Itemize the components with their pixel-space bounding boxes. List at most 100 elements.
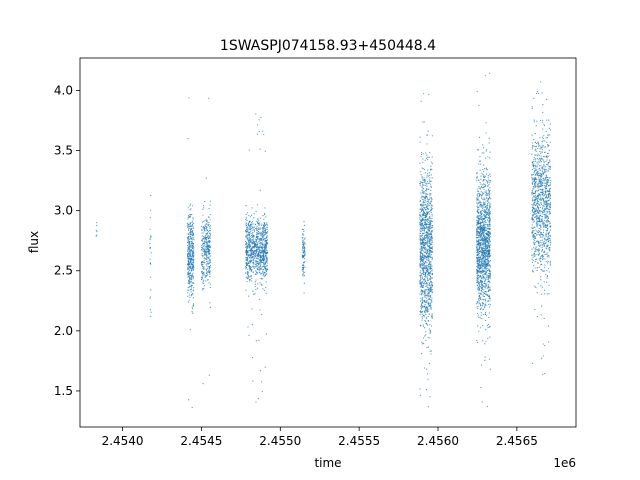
data-point [259,273,261,275]
data-point [266,242,269,244]
data-point [191,278,193,281]
data-point [483,270,485,272]
data-point [201,244,203,247]
data-point [431,315,433,317]
data-point [265,227,267,229]
data-point [484,210,486,212]
data-point [540,202,542,204]
data-point [546,159,548,161]
data-point [430,281,432,283]
data-point [421,235,423,237]
data-point [489,288,491,290]
data-point [257,268,259,271]
data-point [253,263,255,265]
data-point [245,246,247,248]
data-point [476,177,478,179]
data-point [424,220,426,222]
data-point [486,212,488,214]
data-point [487,156,489,158]
data-point [480,245,482,247]
data-point [202,266,205,268]
data-point [420,276,422,279]
data-point [202,383,204,385]
data-point [477,196,479,198]
data-point [246,235,248,237]
data-point [536,211,539,213]
data-point [484,267,486,269]
data-point [533,163,535,165]
data-point [429,225,431,227]
data-point [430,233,432,235]
data-point [429,194,431,196]
data-point [265,244,267,246]
data-point [424,283,426,285]
data-point [531,248,533,250]
point-cluster-season-6 [419,93,434,408]
data-point [203,262,205,264]
data-point [249,269,251,271]
data-point [149,217,151,219]
data-point [483,227,485,230]
data-point [484,313,486,315]
data-point [203,205,205,207]
data-point [486,149,488,151]
data-point [425,313,427,315]
data-point [543,281,545,283]
data-point [545,137,547,139]
data-point [478,289,480,291]
data-point [188,282,190,284]
data-point [189,285,191,287]
data-point [483,277,485,279]
data-point [539,157,541,159]
data-point [189,259,191,261]
data-point [477,236,479,239]
data-point [264,230,266,232]
data-point [535,212,537,215]
data-point [538,216,540,218]
data-point [535,286,537,289]
data-point [204,225,206,228]
data-point [265,237,267,239]
data-point [541,181,544,183]
data-point [479,246,481,248]
data-point [537,144,540,146]
data-point [263,212,266,214]
data-point [426,209,428,211]
data-point [203,268,205,270]
data-point [481,216,483,218]
data-point [258,130,260,133]
data-point [481,261,483,264]
data-point [257,231,259,233]
data-point [479,317,481,319]
data-point [303,238,305,240]
data-point [486,216,489,218]
data-point [209,230,211,232]
data-point [429,177,431,179]
data-point [192,237,194,239]
data-point [483,225,485,227]
data-point [255,255,257,257]
data-point [540,165,542,167]
data-point [254,246,256,248]
data-point [483,260,485,262]
data-point [209,259,211,261]
data-point [484,184,486,186]
data-point [482,232,484,234]
data-point [481,267,483,269]
data-point [542,207,544,209]
data-point [261,248,263,250]
data-point [245,256,247,259]
data-point [487,235,490,237]
data-point [187,269,189,271]
data-point [426,176,428,178]
data-point [483,249,485,251]
data-point [488,225,490,227]
data-point [540,167,543,169]
data-point [428,213,430,215]
data-point [429,255,431,257]
data-point [476,234,478,236]
data-point [537,204,539,207]
data-point [424,296,426,298]
data-point [542,256,544,258]
data-point [481,232,483,234]
